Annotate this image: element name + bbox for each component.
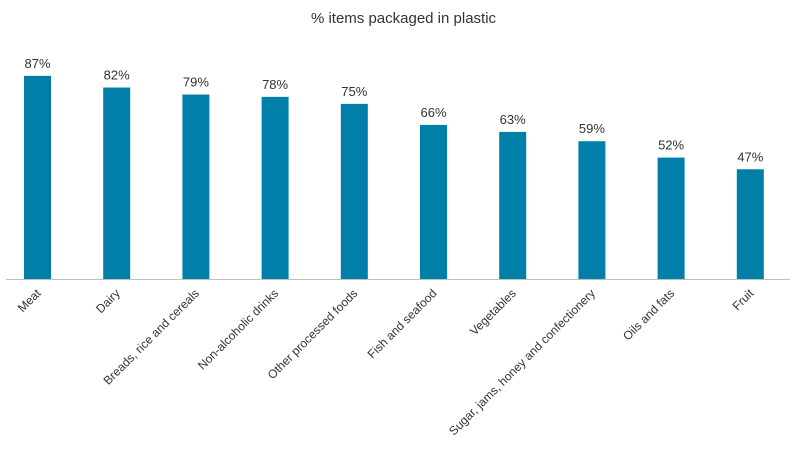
category-label-9: Fruit	[730, 286, 757, 313]
data-label-7: 59%	[579, 121, 605, 136]
data-label-3: 78%	[262, 77, 288, 92]
bar-1	[103, 87, 131, 279]
category-label-3: Non-alcoholic drinks	[195, 286, 281, 372]
data-label-0: 87%	[24, 56, 50, 71]
data-label-9: 47%	[737, 149, 763, 164]
bars-layer	[24, 75, 764, 280]
bar-0	[24, 75, 51, 279]
bar-3	[261, 96, 289, 280]
bar-6	[499, 131, 527, 279]
category-label-4: Other processed foods	[265, 286, 361, 382]
data-label-6: 63%	[500, 112, 526, 127]
bar-4	[340, 103, 368, 279]
data-label-2: 79%	[183, 75, 209, 90]
chart-title: % items packaged in plastic	[310, 10, 497, 27]
category-label-7: Sugar, jams, honey and confectionery	[446, 286, 598, 438]
category-label-6: Vegetables	[467, 286, 519, 338]
data-label-1: 82%	[104, 68, 130, 83]
bar-5	[420, 124, 447, 279]
bar-7	[578, 141, 606, 279]
category-label-1: Dairy	[93, 286, 123, 316]
bar-2	[182, 94, 210, 279]
category-label-0: Meat	[15, 286, 44, 315]
category-label-8: Oils and fats	[620, 286, 677, 343]
bar-8	[657, 157, 685, 279]
category-label-5: Fish and seafood	[365, 286, 440, 361]
data-label-8: 52%	[658, 138, 684, 153]
bar-9	[736, 169, 764, 279]
data-label-4: 75%	[341, 84, 367, 99]
data-label-5: 66%	[420, 105, 446, 120]
